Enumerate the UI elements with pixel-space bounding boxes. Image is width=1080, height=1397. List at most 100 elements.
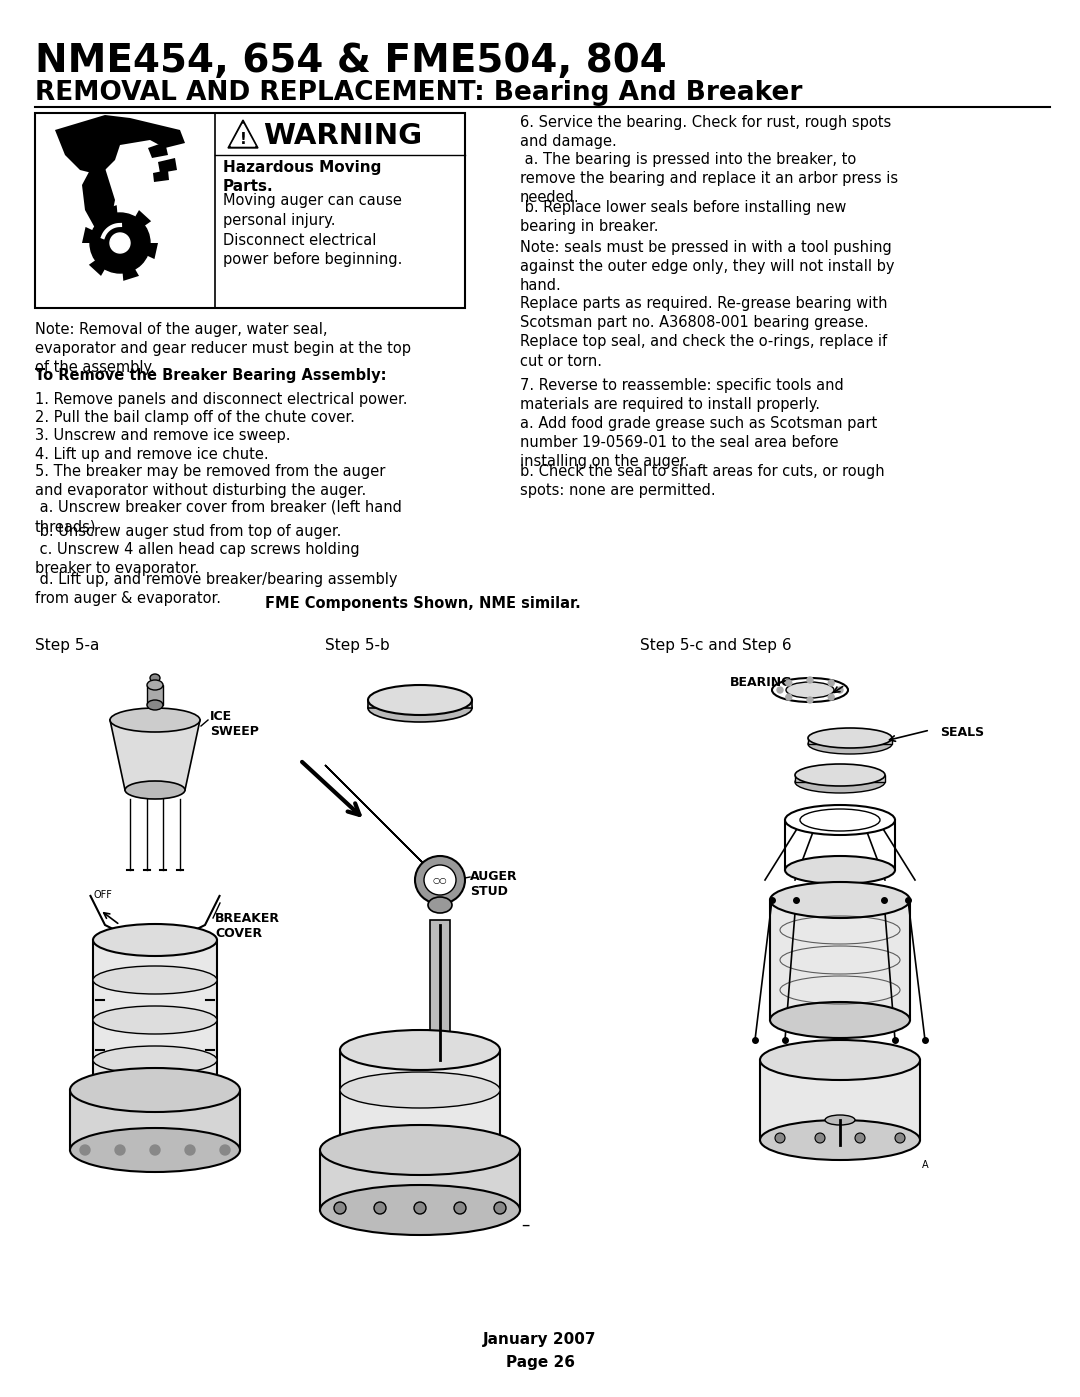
Text: SEALS: SEALS: [940, 726, 984, 739]
Text: a. Unscrew breaker cover from breaker (left hand
threads): a. Unscrew breaker cover from breaker (l…: [35, 500, 402, 534]
Circle shape: [807, 697, 813, 703]
Text: AUGER
STUD: AUGER STUD: [470, 870, 517, 898]
Circle shape: [786, 680, 792, 686]
Polygon shape: [125, 210, 151, 237]
Polygon shape: [795, 775, 885, 782]
Ellipse shape: [785, 856, 895, 884]
Ellipse shape: [93, 1006, 217, 1034]
Ellipse shape: [368, 694, 472, 722]
Text: d. Lift up, and remove breaker/bearing assembly
from auger & evaporator.: d. Lift up, and remove breaker/bearing a…: [35, 571, 397, 606]
Polygon shape: [158, 158, 177, 173]
Ellipse shape: [424, 865, 456, 895]
Circle shape: [334, 1201, 346, 1214]
Bar: [430, 921, 450, 1060]
Ellipse shape: [795, 764, 885, 787]
Polygon shape: [231, 124, 255, 147]
Text: Step 5-a: Step 5-a: [35, 638, 99, 652]
Text: Step 5-c and Step 6: Step 5-c and Step 6: [640, 638, 792, 652]
Text: OFF: OFF: [94, 890, 112, 900]
Ellipse shape: [415, 856, 465, 904]
Circle shape: [414, 1201, 426, 1214]
Circle shape: [80, 1146, 90, 1155]
Ellipse shape: [428, 897, 453, 914]
Circle shape: [828, 694, 834, 700]
Circle shape: [855, 1133, 865, 1143]
Polygon shape: [55, 115, 185, 175]
Ellipse shape: [70, 1067, 240, 1112]
Polygon shape: [325, 766, 435, 875]
Polygon shape: [102, 205, 119, 235]
Polygon shape: [89, 249, 114, 277]
Ellipse shape: [770, 882, 910, 918]
Ellipse shape: [760, 1120, 920, 1160]
Text: BEARING: BEARING: [730, 676, 793, 689]
Bar: [35, 113, 465, 307]
Text: 4. Lift up and remove ice chute.: 4. Lift up and remove ice chute.: [35, 447, 269, 462]
Text: b. Unscrew auger stud from top of auger.: b. Unscrew auger stud from top of auger.: [35, 524, 341, 539]
Text: January 2007: January 2007: [483, 1331, 597, 1347]
Text: Note: seals must be pressed in with a tool pushing
against the outer edge only, : Note: seals must be pressed in with a to…: [519, 240, 894, 293]
Ellipse shape: [110, 708, 200, 732]
Circle shape: [775, 1133, 785, 1143]
Ellipse shape: [150, 673, 160, 682]
Text: a. The bearing is pressed into the breaker, to
remove the bearing and replace it: a. The bearing is pressed into the break…: [519, 152, 899, 205]
Bar: [340, 1051, 500, 1150]
Ellipse shape: [147, 700, 163, 710]
Text: b. Check the seal to shaft areas for cuts, or rough
spots: none are permitted.: b. Check the seal to shaft areas for cut…: [519, 464, 885, 499]
Text: Step 5-b: Step 5-b: [325, 638, 390, 652]
Circle shape: [150, 1146, 160, 1155]
Polygon shape: [228, 120, 258, 148]
Ellipse shape: [808, 728, 892, 747]
Polygon shape: [153, 170, 168, 182]
Circle shape: [114, 1146, 125, 1155]
Polygon shape: [82, 226, 111, 243]
Text: 5. The breaker may be removed from the auger
and evaporator without disturbing t: 5. The breaker may be removed from the a…: [35, 464, 386, 499]
Ellipse shape: [93, 1046, 217, 1074]
Text: To Remove the Breaker Bearing Assembly:: To Remove the Breaker Bearing Assembly:: [35, 367, 387, 383]
Circle shape: [454, 1201, 465, 1214]
Ellipse shape: [800, 809, 880, 831]
Bar: [785, 820, 895, 870]
Text: Moving auger can cause
personal injury.
Disconnect electrical
power before begin: Moving auger can cause personal injury. …: [222, 193, 403, 267]
Circle shape: [494, 1201, 507, 1214]
Circle shape: [90, 212, 150, 272]
Circle shape: [185, 1146, 195, 1155]
Ellipse shape: [786, 682, 834, 698]
Ellipse shape: [70, 1127, 240, 1172]
Polygon shape: [368, 700, 472, 708]
Ellipse shape: [825, 1115, 855, 1125]
Bar: [147, 685, 163, 705]
Ellipse shape: [760, 1039, 920, 1080]
Circle shape: [807, 678, 813, 683]
Polygon shape: [82, 168, 114, 228]
Polygon shape: [808, 738, 892, 745]
Bar: [320, 1150, 519, 1210]
Circle shape: [374, 1201, 386, 1214]
Text: NME454, 654 & FME504, 804: NME454, 654 & FME504, 804: [35, 42, 666, 80]
Ellipse shape: [772, 678, 848, 703]
Circle shape: [815, 1133, 825, 1143]
Ellipse shape: [340, 1130, 500, 1171]
Ellipse shape: [93, 923, 217, 956]
Circle shape: [110, 233, 130, 253]
Text: Note: Removal of the auger, water seal,
evaporator and gear reducer must begin a: Note: Removal of the auger, water seal, …: [35, 321, 411, 376]
Text: 6. Service the bearing. Check for rust, rough spots
and damage.: 6. Service the bearing. Check for rust, …: [519, 115, 891, 149]
Polygon shape: [148, 142, 168, 158]
Text: Α: Α: [921, 1160, 929, 1171]
Polygon shape: [121, 251, 139, 281]
Text: 3. Unscrew and remove ice sweep.: 3. Unscrew and remove ice sweep.: [35, 427, 291, 443]
Ellipse shape: [340, 1030, 500, 1070]
Bar: [760, 1060, 920, 1140]
Ellipse shape: [93, 965, 217, 995]
Text: 1. Remove panels and disconnect electrical power.: 1. Remove panels and disconnect electric…: [35, 393, 407, 407]
Text: Hazardous Moving
Parts.: Hazardous Moving Parts.: [222, 161, 381, 194]
Bar: [70, 1090, 240, 1150]
Ellipse shape: [795, 771, 885, 793]
Text: ○○: ○○: [433, 876, 447, 884]
Text: FME Components Shown, NME similar.: FME Components Shown, NME similar.: [265, 597, 581, 610]
Text: REMOVAL AND REPLACEMENT: Bearing And Breaker: REMOVAL AND REPLACEMENT: Bearing And Bre…: [35, 80, 802, 106]
Ellipse shape: [320, 1185, 519, 1235]
Ellipse shape: [368, 685, 472, 715]
Text: BREAKER
COVER: BREAKER COVER: [215, 912, 280, 940]
Bar: [770, 900, 910, 1020]
